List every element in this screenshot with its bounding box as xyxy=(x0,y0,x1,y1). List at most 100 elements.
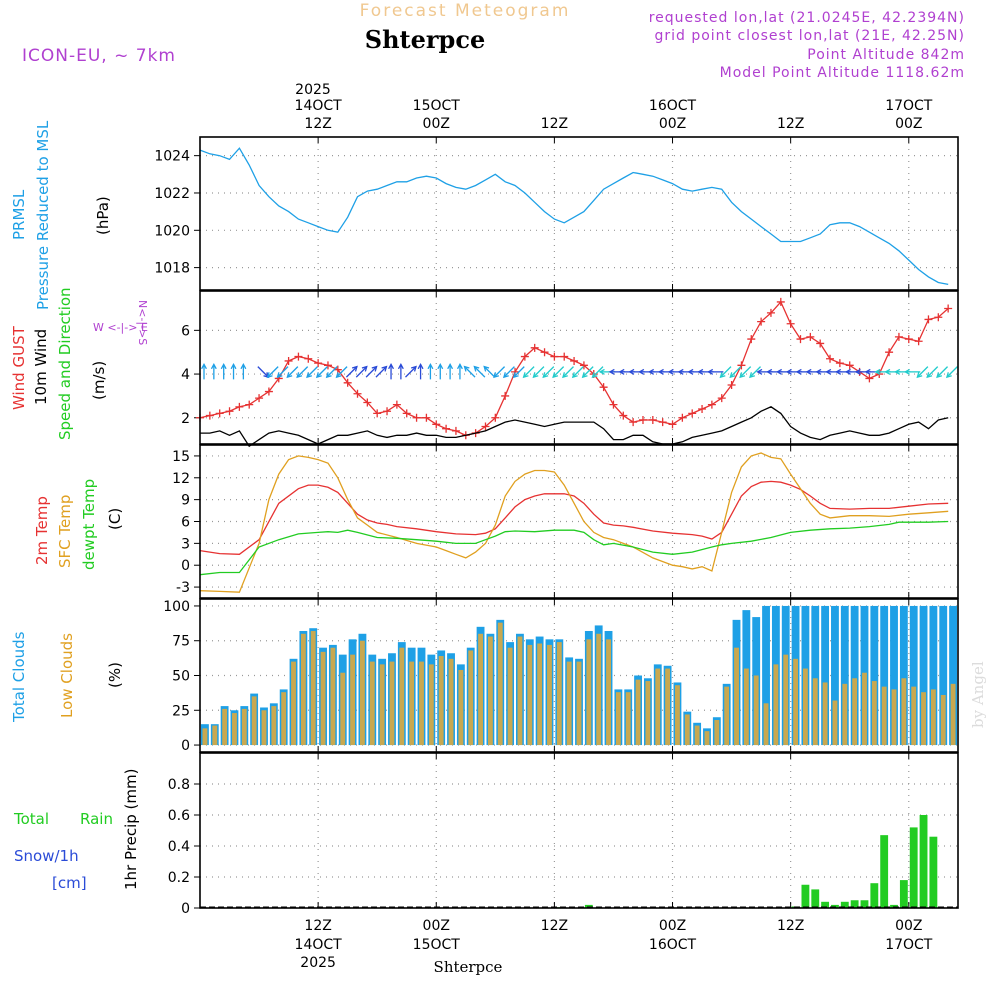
low-cloud-bar xyxy=(832,700,838,746)
wind-arrow-head xyxy=(628,368,635,375)
low-cloud-bar xyxy=(448,658,454,746)
rain-bar xyxy=(919,815,928,908)
gust-marker xyxy=(727,380,736,389)
wind-arrow-head xyxy=(864,368,871,375)
gust-marker xyxy=(668,420,677,429)
wind-arrow-head xyxy=(739,372,746,379)
ytick-label: 75 xyxy=(172,634,190,650)
rain-bar xyxy=(929,836,938,908)
wind-ylabel: (m/s) xyxy=(90,361,108,400)
wind-arrow xyxy=(257,366,270,379)
wind-arrow-head xyxy=(844,368,851,375)
total-cloud-bar xyxy=(890,605,898,746)
wind-arrow xyxy=(522,366,535,379)
gust-marker xyxy=(245,400,254,409)
wind-arrow-head xyxy=(388,363,395,370)
wind-arrow-head xyxy=(854,368,861,375)
low-cloud-bar xyxy=(281,692,287,746)
wind-arrow-shaft xyxy=(355,366,368,378)
gust-marker xyxy=(816,339,825,348)
gust-marker xyxy=(737,361,746,370)
bottom-tick-day: 15OCT xyxy=(413,937,461,953)
cloud-ylabel: (%) xyxy=(106,662,124,688)
rain-bar xyxy=(890,904,898,908)
wind-arrow-head xyxy=(532,372,539,379)
low-cloud-bar xyxy=(369,661,375,746)
wind-arrow-shaft xyxy=(306,366,318,378)
rain-bar xyxy=(811,889,820,908)
gust-marker xyxy=(412,413,421,422)
low-cloud-bar xyxy=(291,661,296,746)
point-altitude: Point Altitude 842m xyxy=(807,47,965,63)
top-tick-hour: 12Z xyxy=(304,116,331,132)
ytick-label: 50 xyxy=(172,669,190,685)
wind-arrow-head xyxy=(785,368,792,375)
gust-marker xyxy=(432,420,441,429)
wind-arrow-head xyxy=(502,372,509,379)
gust-marker xyxy=(550,352,559,361)
gust-marker xyxy=(520,352,529,361)
gust-marker xyxy=(707,400,716,409)
compass-ns: N<-|->S xyxy=(136,300,149,345)
wind-arrow-shaft xyxy=(503,366,515,378)
panel-frame xyxy=(199,444,959,599)
total-cloud-bar xyxy=(850,605,859,746)
low-cloud-bar xyxy=(261,710,267,746)
wind-arrow xyxy=(945,366,958,379)
ytick-label: 6 xyxy=(181,323,190,339)
low-cloud-bar xyxy=(547,644,552,746)
wind-arrow xyxy=(456,363,463,380)
rain-bar xyxy=(850,900,859,908)
ytick-label: 12 xyxy=(172,471,190,487)
wind-arrow xyxy=(502,366,515,379)
wind-arrow xyxy=(388,363,395,380)
low-cloud-bar xyxy=(487,636,493,746)
wind-arrow xyxy=(542,366,555,379)
wind-arrow xyxy=(739,366,752,379)
precip-ylabel: 1hr Precip (mm) xyxy=(122,769,140,890)
wind-arrow-shaft xyxy=(513,366,525,378)
wind-arrow-shaft xyxy=(336,366,348,378)
rain-bar xyxy=(909,827,918,908)
gust-marker xyxy=(599,383,608,392)
rain-bar xyxy=(860,900,869,908)
wind-arrow-head xyxy=(591,372,598,379)
panel-frame xyxy=(199,598,959,753)
gust-marker xyxy=(205,411,214,420)
wind-arrow xyxy=(355,365,368,378)
low-cloud-bar xyxy=(911,686,917,746)
wind-arrow-shaft xyxy=(720,366,732,378)
gust-marker xyxy=(609,400,618,409)
low-cloud-bar xyxy=(232,713,237,746)
wind-arrow xyxy=(315,366,328,379)
wind-arrow xyxy=(286,366,299,379)
low-cloud-bar xyxy=(871,681,877,746)
wind-arrow-head xyxy=(719,372,726,379)
wind-arrow xyxy=(325,366,338,379)
wind-arrow-shaft xyxy=(267,366,279,378)
low-cloud-bar xyxy=(625,692,631,746)
total-cloud-bar xyxy=(762,605,770,746)
panels: 1018102010221024246-30369121502550751000… xyxy=(154,136,959,917)
gust-marker xyxy=(806,332,815,341)
low-cloud-bar xyxy=(655,668,661,746)
wind-arrow xyxy=(512,366,525,379)
top-tick-hour: 00Z xyxy=(423,116,450,132)
wind-arrow-head xyxy=(542,372,549,379)
top-tick-hour: 00Z xyxy=(659,116,686,132)
rain-label: Rain xyxy=(80,810,113,828)
wind-arrow-head xyxy=(417,363,424,370)
gust-marker xyxy=(451,426,460,435)
wind-arrow xyxy=(903,368,921,375)
low-cloud-bar xyxy=(360,640,365,746)
bottom-tick-day: 16OCT xyxy=(649,937,697,953)
wind-arrow-head xyxy=(756,368,763,375)
wind-arrow-shaft xyxy=(277,366,289,378)
wind-arrow-shaft xyxy=(326,366,338,378)
low-cloud-bar xyxy=(704,731,710,746)
wind-arrow-head xyxy=(562,372,568,379)
total-cloud-bar xyxy=(949,605,957,746)
gust-marker xyxy=(422,413,431,422)
total-cloud-bar xyxy=(831,605,839,746)
ytick-label: 0.8 xyxy=(168,777,190,793)
